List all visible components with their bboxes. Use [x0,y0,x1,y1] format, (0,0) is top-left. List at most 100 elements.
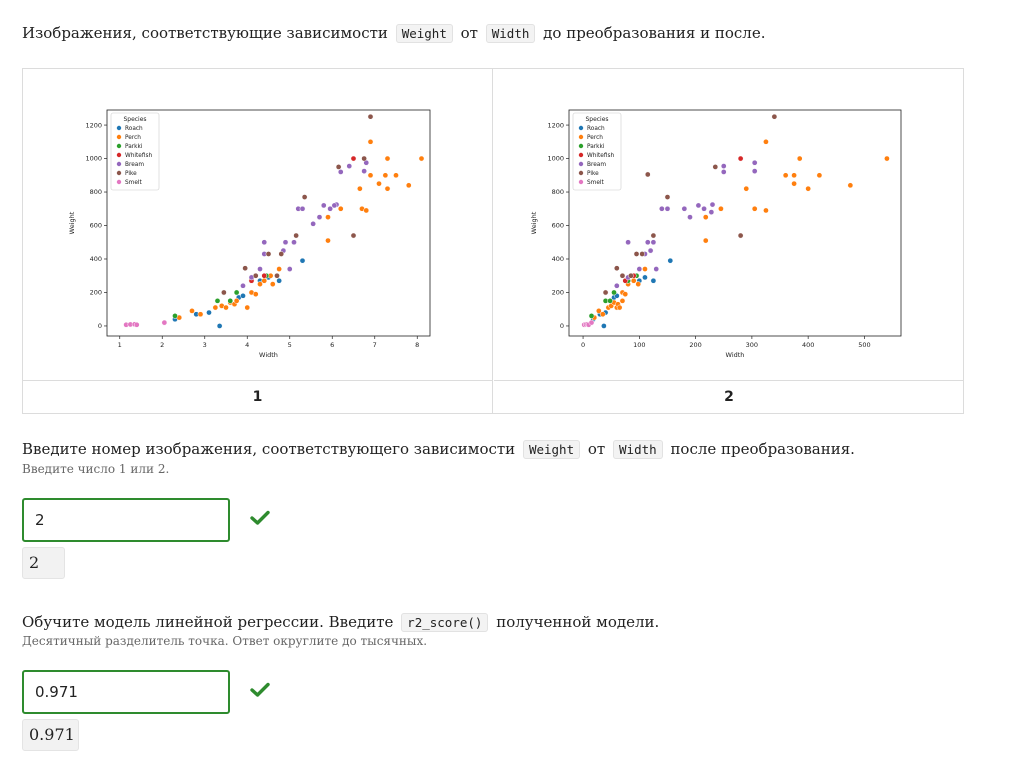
data-point-perch [363,207,370,214]
question-1-text: Изображения, соответствующие зависимости… [22,22,765,45]
legend-marker-roach [578,125,584,131]
legend-label-bream: Bream [125,162,144,168]
data-point-bream [636,266,643,272]
data-point-perch [816,172,823,179]
data-point-perch [197,311,204,318]
legend-marker-perch [578,134,584,140]
question-2-answer-input[interactable]: 2 [22,498,230,542]
data-point-roach [642,274,648,281]
data-point-perch [763,207,769,214]
data-point-pike [613,265,620,272]
data-point-pike [650,232,657,239]
legend-marker-smelt [578,179,584,185]
plot-area [106,109,431,337]
data-point-bream [316,214,323,220]
data-point-perch [622,291,629,297]
plot-area [568,109,902,337]
data-point-perch [635,281,642,287]
question-2-hint: Введите число 1 или 2. [22,462,170,476]
data-point-perch [233,297,240,304]
question-1-text-after: до преобразования и после. [543,24,766,42]
code-width: Width [613,440,663,459]
data-point-perch [384,185,391,192]
data-point-bream [708,209,715,215]
data-point-bream [695,202,702,209]
x-tick-label: 5 [288,341,292,349]
legend-label-whitefish: Whitefish [587,153,615,159]
data-point-perch [718,205,724,212]
legend-marker-bream [578,161,584,167]
x-tick-label: 8 [415,341,419,349]
data-point-roach [206,309,212,316]
legend-label-whitefish: Whitefish [125,153,153,159]
data-point-perch [382,172,389,179]
data-point-perch [751,205,758,212]
x-tick-label: 3 [203,341,207,349]
data-point-perch [212,304,219,311]
x-tick-label: 2 [160,341,164,349]
legend-title: Species [585,116,608,123]
legend-marker-smelt [116,179,122,185]
x-tick-label: 1 [118,341,122,349]
data-point-bream [625,239,631,246]
data-point-pike [367,113,374,120]
x-tick-label: 500 [858,341,870,349]
data-point-pike [628,272,634,279]
x-tick-label: 4 [245,341,249,349]
code-width: Width [485,24,536,43]
data-point-bream [650,239,657,246]
x-tick-label: 0 [581,341,585,349]
legend-marker-whitefish [578,152,584,158]
x-tick-label: 200 [689,341,701,349]
data-point-bream [701,205,707,212]
data-point-perch [261,277,268,284]
x-tick-label: 7 [373,341,377,349]
data-point-roach [601,323,607,329]
y-tick-label: 600 [90,222,102,230]
image-label-1: 1 [23,380,493,414]
legend-label-pike: Pike [125,171,137,177]
data-point-bream [613,282,620,289]
data-point-bream [257,266,263,272]
x-tick-label: 300 [746,341,758,349]
question-3-answer-input[interactable]: 0.971 [22,670,230,714]
data-point-roach [240,292,246,299]
y-tick-label: 600 [552,222,564,230]
data-point-perch [384,155,391,162]
legend-label-roach: Roach [587,126,605,132]
legend-marker-parkki [116,143,122,149]
data-point-perch [325,214,331,220]
y-tick-label: 200 [552,289,564,297]
legend-box [572,112,622,191]
y-tick-label: 1200 [547,121,564,129]
question-1-text-before: Изображения, соответствующие зависимости [22,24,388,42]
x-axis-label: Width [259,351,278,359]
data-point-smelt [161,319,168,326]
data-point-pike [335,164,342,170]
code-weight: Weight [522,440,581,459]
image-cell-1[interactable]: 1 2 3 4 5 6 7 8 0 200 400 600 800 1000 1200 Width Weight… [23,69,493,380]
data-point-pike [633,251,640,257]
data-point-perch [791,180,797,187]
data-point-perch [619,297,626,304]
y-tick-label: 400 [90,255,102,263]
data-point-bream [644,239,651,246]
data-point-pike [242,265,248,272]
legend-title: Species [123,116,146,123]
data-point-pike [278,251,285,257]
code-weight: Weight [395,24,453,43]
legend-marker-bream [116,161,122,167]
y-tick-label: 800 [90,188,102,196]
x-tick-label: 400 [802,341,814,349]
data-point-perch [763,138,769,145]
data-point-bream [751,159,758,166]
image-cell-2[interactable]: 0 100 200 300 400 500 0 200 400 600 800 1000 1200 Wid… [494,69,964,380]
data-point-perch [223,304,229,311]
data-point-bream [291,239,297,246]
data-point-pike [274,272,280,279]
data-point-perch [276,266,282,272]
legend-marker-perch [116,134,122,140]
data-point-bream [327,205,333,212]
data-point-pike [265,251,272,257]
data-point-bream [310,220,316,227]
